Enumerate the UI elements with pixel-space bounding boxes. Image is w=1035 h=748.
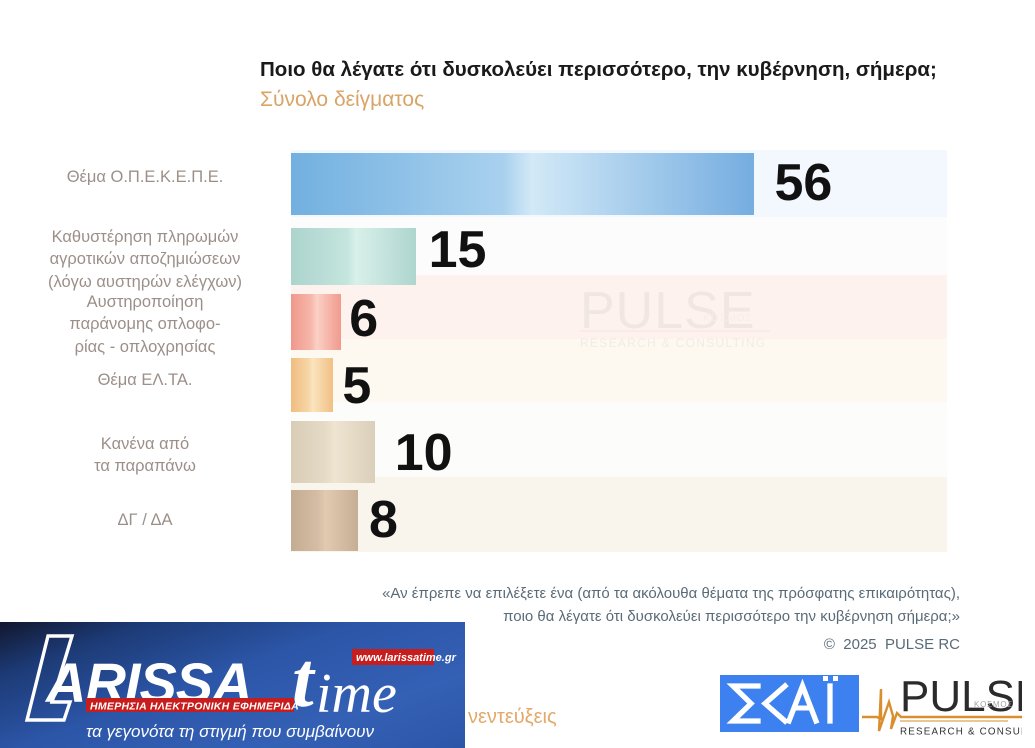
svg-text:RESEARCH & CONSULTING: RESEARCH & CONSULTING xyxy=(900,727,1022,738)
svg-text:ΗΜΕΡΗΣΙΑ ΗΛΕΚΤΡΟΝΙΚΗ ΕΦΗΜΕΡΙΔΑ: ΗΜΕΡΗΣΙΑ ΗΛΕΚΤΡΟΝΙΚΗ ΕΦΗΜΕΡΙΔΑ xyxy=(90,701,299,713)
svg-text:KOΣMOΣ: KOΣMOΣ xyxy=(703,313,753,324)
svg-text:PULSE: PULSE xyxy=(900,674,1022,721)
svg-text:RESEARCH & CONSULTING: RESEARCH & CONSULTING xyxy=(580,336,766,350)
svg-text:KOΣMOΣ: KOΣMOΣ xyxy=(974,700,1013,709)
svg-text:www.larissatime.gr: www.larissatime.gr xyxy=(356,652,457,664)
svg-text:τα γεγονότα τη στιγμή που συμβ: τα γεγονότα τη στιγμή που συμβαίνουν xyxy=(86,722,375,741)
svg-text:ime: ime xyxy=(316,663,397,725)
